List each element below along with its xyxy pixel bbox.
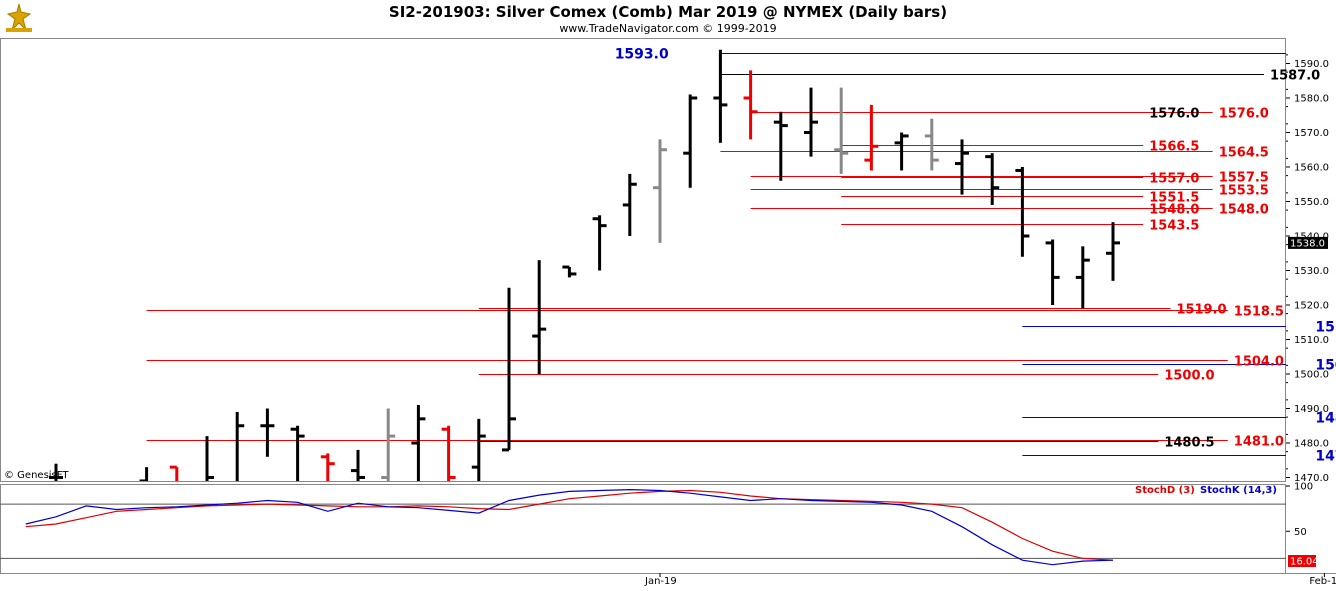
ohlc-bar xyxy=(743,70,758,140)
level-label: 1551.5 xyxy=(1149,191,1199,206)
ohlc-bar xyxy=(411,405,426,481)
price-axis-tick-label: 1570.0 xyxy=(1294,128,1329,139)
price-axis-tick-label: 1590.0 xyxy=(1294,59,1329,70)
ohlc-bar xyxy=(804,87,818,157)
level-label: 1481.0 xyxy=(1234,435,1284,450)
price-axis-tick-label: 1580.0 xyxy=(1294,94,1329,105)
level-label: 1504.0 xyxy=(1234,355,1284,370)
ohlc-bar xyxy=(924,118,939,171)
copyright-label: © GenesisFT xyxy=(4,470,69,481)
level-label: 1553.5 xyxy=(1219,184,1269,199)
level-label: 1518.5 xyxy=(1234,305,1284,320)
ohlc-bar xyxy=(320,453,335,481)
ohlc-bar xyxy=(1045,239,1060,305)
legend-stoch-d: StochD (3) xyxy=(1135,485,1195,496)
ohlc-bar xyxy=(1075,246,1090,309)
ohlc-bar xyxy=(864,104,879,171)
stoch-axis-tick-label: 50 xyxy=(1294,527,1307,538)
level-label: 1557.0 xyxy=(1149,172,1199,187)
price-axis-tick-label: 1500.0 xyxy=(1294,370,1329,381)
ohlc-bar xyxy=(139,467,149,481)
chart-title: SI2-201903: Silver Comex (Comb) Mar 2019… xyxy=(388,3,948,21)
chart-subtitle: www.TradeNavigator.com © 1999-2019 xyxy=(559,22,777,35)
ohlc-bar xyxy=(290,425,305,481)
ohlc-bar xyxy=(894,132,909,171)
level-label: 1557.5 xyxy=(1219,171,1269,186)
stoch-last-value-box xyxy=(1288,555,1316,567)
level-label: 1576.0 xyxy=(1149,107,1199,122)
ohlc-bar xyxy=(260,408,275,457)
price-axis-tick-label: 1530.0 xyxy=(1294,266,1329,277)
level-label: 1514.0 xyxy=(1315,320,1336,336)
stoch-last-value-label: 16.04 xyxy=(1290,557,1319,568)
ohlc-bar xyxy=(1015,167,1030,257)
ohlc-bar xyxy=(351,449,365,481)
ohlc-bar xyxy=(381,408,396,481)
level-label: 1576.0 xyxy=(1219,107,1269,122)
ohlc-bar xyxy=(471,418,486,481)
ohlc-bar xyxy=(713,49,728,143)
stoch-d-line xyxy=(25,489,1114,561)
stoch-axis-tick-label: 100 xyxy=(1294,482,1313,493)
price-axis-tick-label: 1470.0 xyxy=(1294,473,1329,484)
legend-stoch-k: StochK (14,3) xyxy=(1200,485,1277,496)
level-label: 1564.5 xyxy=(1219,146,1269,161)
level-label: 1587.0 xyxy=(1270,69,1320,84)
level-label: 1487.5 xyxy=(1315,411,1336,427)
ohlc-bar xyxy=(441,425,456,481)
level-label: 1548.0 xyxy=(1149,203,1199,218)
level-label: 1519.0 xyxy=(1176,303,1226,318)
ohlc-bar xyxy=(592,215,607,271)
last-price-box xyxy=(1288,236,1328,249)
ohlc-bar xyxy=(49,463,63,481)
level-label: 1476.5 xyxy=(1315,449,1336,465)
price-axis-tick-label: 1490.0 xyxy=(1294,404,1329,415)
x-axis-tick-label: Feb-19 xyxy=(1309,576,1336,587)
level-label: 1500.0 xyxy=(1164,369,1214,384)
ohlc-bar xyxy=(235,411,245,481)
price-axis-tick-label: 1480.0 xyxy=(1294,439,1329,450)
ohlc-bar xyxy=(1106,222,1120,281)
ohlc-bar xyxy=(532,260,547,374)
level-label: 1566.5 xyxy=(1149,140,1199,155)
stoch-k-line xyxy=(25,488,1114,566)
ohlc-bar xyxy=(773,111,788,181)
ohlc-bar xyxy=(683,94,698,188)
price-axis-tick-label: 1510.0 xyxy=(1294,335,1329,346)
level-label: 1480.5 xyxy=(1164,436,1214,451)
level-label: 1548.0 xyxy=(1219,203,1269,218)
level-label: 1593.0 xyxy=(615,47,669,63)
level-label: 1503.0 xyxy=(1315,358,1336,374)
price-axis-tick-label: 1560.0 xyxy=(1294,163,1329,174)
ohlc-bar xyxy=(622,173,637,236)
ohlc-bar xyxy=(985,153,1000,205)
ohlc-bar xyxy=(169,465,179,481)
x-axis-tick-label: Jan-19 xyxy=(644,576,677,587)
level-label: 1543.5 xyxy=(1149,219,1199,234)
ohlc-bar xyxy=(653,139,667,243)
ohlc-bar xyxy=(955,139,969,195)
price-axis-tick-label: 1520.0 xyxy=(1294,301,1329,312)
last-price-label: 1538.0 xyxy=(1290,238,1325,249)
ohlc-bar xyxy=(205,436,214,481)
price-axis-tick-label: 1550.0 xyxy=(1294,197,1329,208)
price-panel-frame xyxy=(0,38,1286,482)
ohlc-bar xyxy=(834,87,849,174)
stoch-panel-frame xyxy=(0,484,1286,574)
ohlc-bar xyxy=(562,265,577,278)
ohlc-bar xyxy=(502,287,516,452)
